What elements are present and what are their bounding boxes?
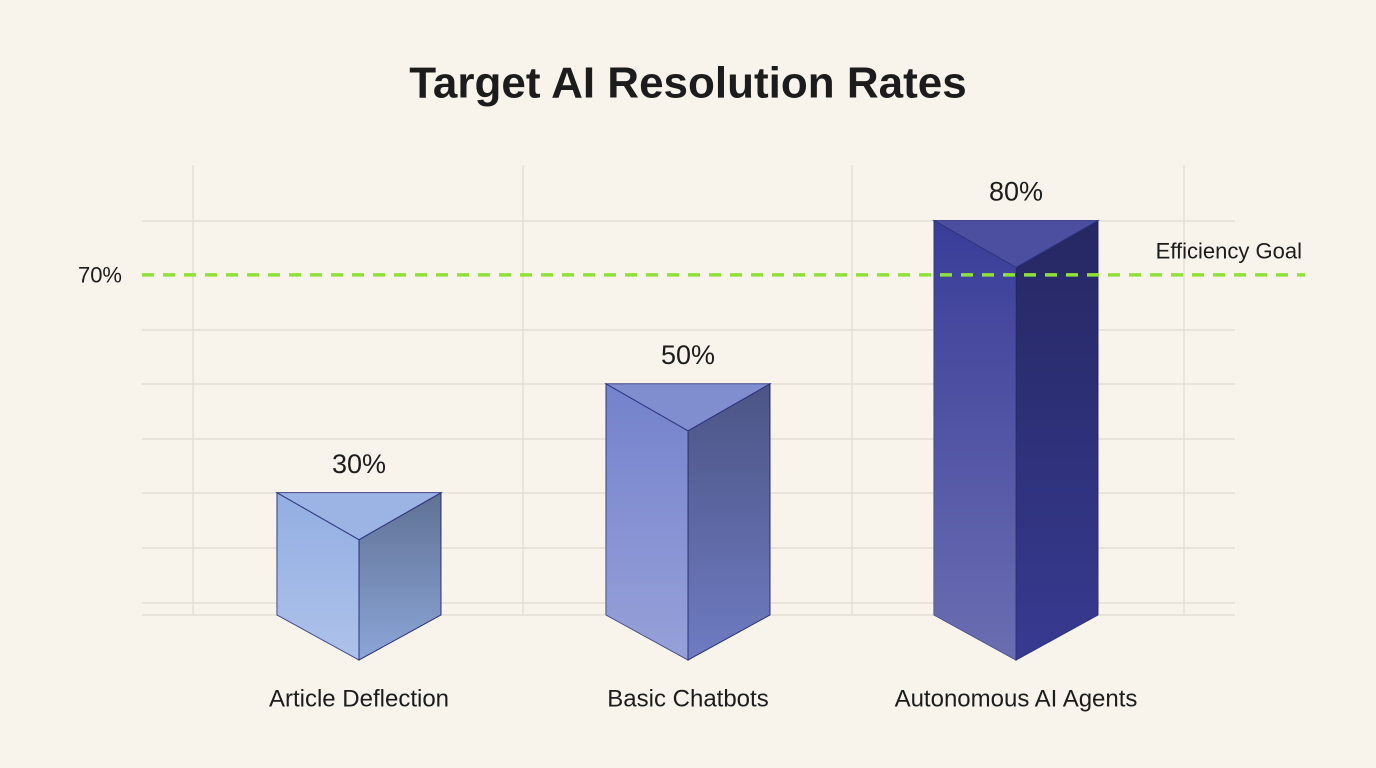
bar-top-face [275, 492, 443, 541]
chart-title: Target AI Resolution Rates [409, 59, 966, 108]
bar-top-face [932, 219, 1100, 269]
bar-right-shade [359, 492, 441, 660]
bar-right-shade [688, 383, 770, 660]
x-tick-label: Autonomous AI Agents [895, 685, 1138, 712]
value-label: 30% [332, 449, 386, 479]
reference-label: Efficiency Goal [1156, 239, 1302, 264]
bar [275, 491, 443, 661]
value-label: 80% [989, 177, 1043, 207]
bar-right-shade [1016, 220, 1098, 660]
bar [604, 382, 772, 661]
value-label: 50% [661, 340, 715, 370]
bar-left-light [606, 383, 688, 660]
bar-top-face [604, 383, 772, 432]
x-tick-label: Article Deflection [269, 685, 449, 712]
x-tick-label: Basic Chatbots [607, 685, 768, 712]
reference-value-label: 70% [78, 263, 122, 288]
bar-left-light [934, 220, 1016, 660]
bar-left-light [277, 492, 359, 660]
bar [932, 219, 1100, 661]
